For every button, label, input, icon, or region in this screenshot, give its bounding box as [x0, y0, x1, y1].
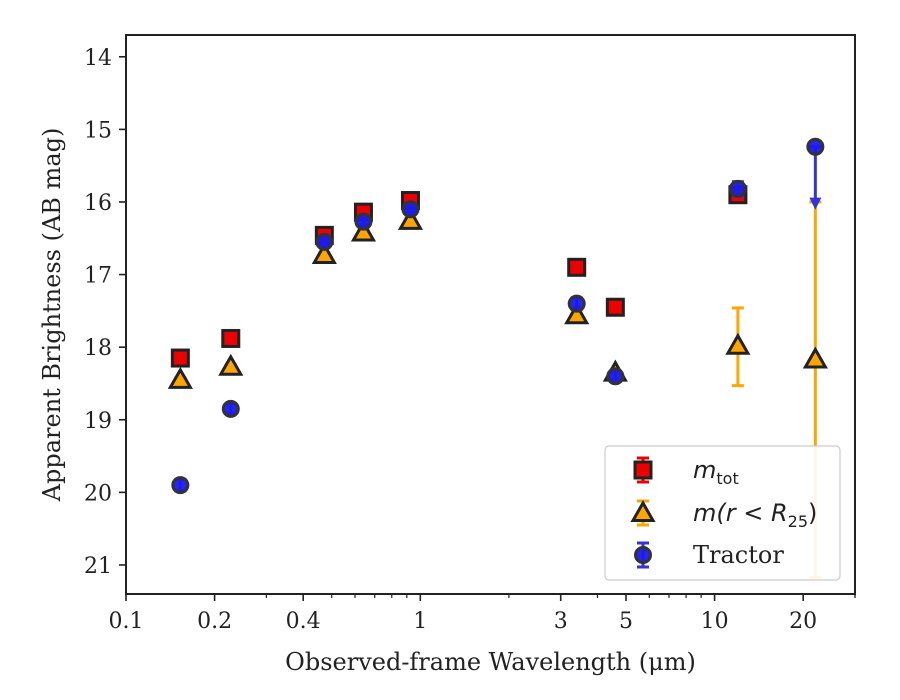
- data-point-circle: [171, 476, 190, 495]
- legend-label-triangle: m(r < R25): [693, 499, 817, 531]
- data-point-triangle: [311, 241, 337, 264]
- y-tick-label: 15: [84, 118, 112, 143]
- data-point-circle: [728, 179, 747, 198]
- data-point-circle: [567, 294, 586, 313]
- legend-label-base: m: [693, 499, 716, 527]
- x-tick-label: 0.1: [109, 609, 144, 634]
- upper-limit-arrowhead: [809, 197, 822, 210]
- data-point-circle: [315, 232, 334, 251]
- tick-labels: 0.1 0.2 0.4 1 3 5 10 20 14 15 16 17 18 19 20 21: [84, 46, 817, 634]
- data-point-circle: [354, 212, 373, 231]
- legend-label-tractor: Tractor: [693, 541, 784, 569]
- plot-area-frame: [125, 34, 856, 595]
- data-points: [167, 137, 828, 579]
- series-square: [170, 185, 748, 368]
- data-point-square: [221, 328, 241, 348]
- data-point-square: [567, 257, 587, 277]
- data-point-circle: [401, 200, 420, 219]
- y-tick-label: 20: [84, 481, 112, 506]
- y-tick-label: 19: [84, 409, 112, 434]
- x-tick-label: 20: [789, 609, 817, 634]
- legend-label-base: m: [693, 456, 716, 484]
- x-tick-label: 1: [413, 609, 427, 634]
- data-point-square: [170, 348, 190, 368]
- data-point-triangle: [167, 366, 193, 389]
- x-tick-label: 0.4: [286, 609, 321, 634]
- y-tick-label: 14: [84, 46, 112, 71]
- data-point-triangle: [725, 332, 751, 355]
- data-point-triangle: [397, 207, 424, 230]
- x-tick-label: 3: [554, 609, 568, 634]
- data-point-square: [605, 297, 625, 317]
- x-axis-label: Observed-frame Wavelength (μm): [285, 648, 696, 676]
- y-tick-label: 18: [84, 336, 112, 361]
- legend-label-rest: (r < R: [716, 499, 787, 527]
- legend-label-square: mtot: [693, 456, 739, 488]
- data-point-triangle: [218, 353, 244, 376]
- data-point-circle: [221, 399, 240, 418]
- legend-marker-square: [633, 460, 653, 480]
- x-tick-label: 0.2: [197, 609, 232, 634]
- data-point-circle: [806, 137, 825, 156]
- data-point-triangle: [350, 219, 377, 242]
- legend-label-close: ): [808, 499, 817, 527]
- data-point-triangle: [564, 302, 590, 325]
- data-point-triangle: [802, 346, 828, 369]
- data-point-circle: [606, 367, 625, 386]
- legend-marker-circle: [634, 546, 652, 564]
- legend-label-subscript: 25: [788, 512, 808, 531]
- y-tick-label: 17: [84, 264, 112, 289]
- x-tick-label: 10: [701, 609, 729, 634]
- legend-box: [604, 445, 841, 581]
- series-circle: [171, 137, 825, 495]
- legend-marker-triangle: [630, 499, 656, 522]
- x-tick-label: 5: [619, 609, 633, 634]
- y-tick-label: 16: [84, 191, 112, 216]
- y-tick-label: 21: [84, 554, 112, 579]
- legend-label-subscript: tot: [716, 469, 738, 488]
- y-axis-label: Apparent Brightness (AB mag): [38, 128, 66, 503]
